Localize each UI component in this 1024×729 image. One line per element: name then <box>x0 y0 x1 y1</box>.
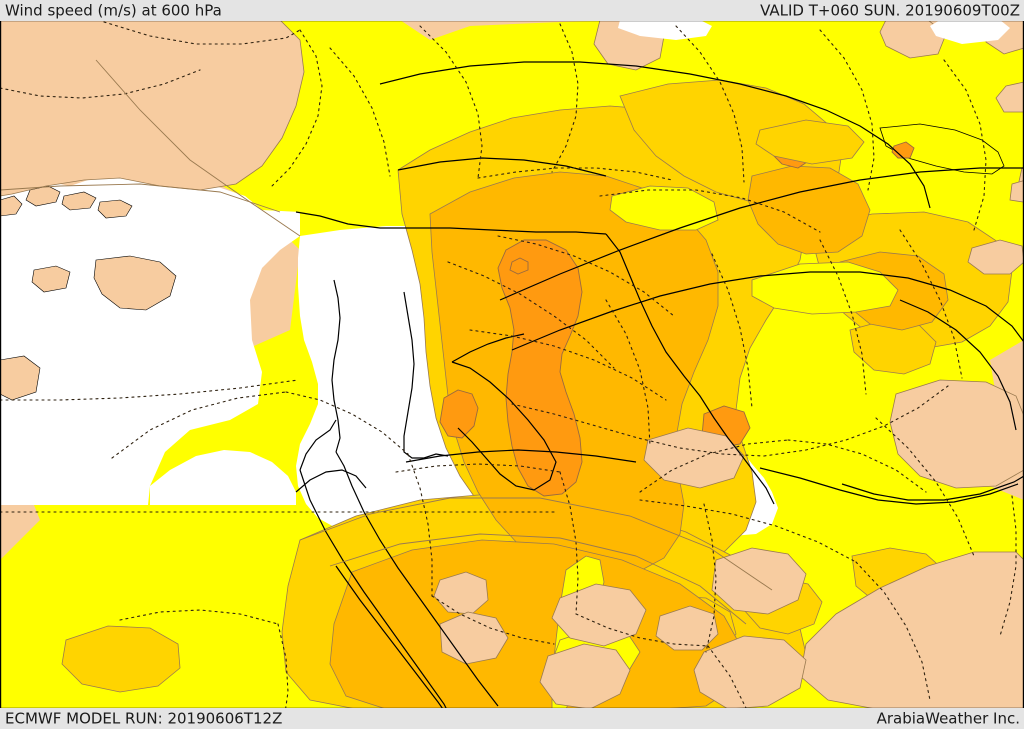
header-bar: Wind speed (m/s) at 600 hPa VALID T+060 … <box>0 0 1024 21</box>
footer-bar: ECMWF MODEL RUN: 20190606T12Z ArabiaWeat… <box>0 708 1024 729</box>
turkey-interior-patches <box>755 119 1024 203</box>
fill-band-peach-patches <box>0 20 1024 709</box>
fill-band-orange-core <box>439 141 915 497</box>
page-title: Wind speed (m/s) at 600 hPa <box>5 1 222 19</box>
national-borders <box>0 21 1017 709</box>
valid-time-label: VALID T+060 SUN. 20190609T00Z <box>760 1 1020 19</box>
aegean-islands <box>0 185 177 401</box>
attribution-label: ArabiaWeather Inc. <box>876 709 1020 727</box>
secondary-seas <box>618 20 1010 44</box>
contour-lines <box>0 59 773 625</box>
red-sea-coastline <box>299 279 499 709</box>
coastlines <box>295 61 1024 709</box>
model-run-label: ECMWF MODEL RUN: 20190606T12Z <box>5 709 283 727</box>
